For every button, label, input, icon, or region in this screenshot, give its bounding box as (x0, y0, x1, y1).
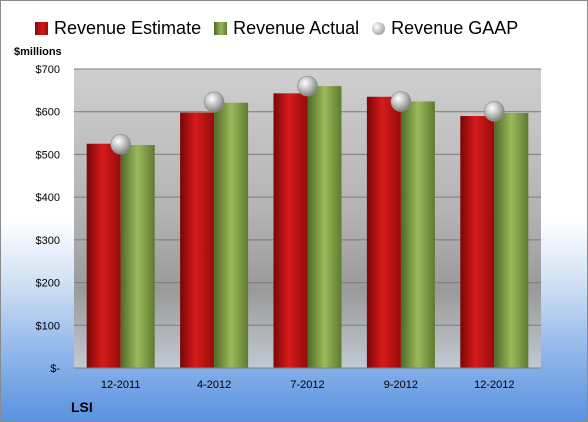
legend-label-revenue-gaap: Revenue GAAP (391, 17, 519, 38)
x-tick-label: 7-2012 (290, 379, 324, 391)
bar-revenue-actual (214, 102, 249, 368)
y-tick-label: $400 (36, 192, 60, 204)
bar-revenue-estimate (86, 143, 121, 368)
x-tick-label: 12-2011 (101, 379, 141, 391)
legend-label-revenue-actual: Revenue Actual (233, 17, 360, 38)
x-tick-label: 4-2012 (197, 379, 231, 391)
y-tick-label: $700 (36, 64, 60, 76)
bar-revenue-actual (307, 86, 342, 368)
y-tick-label: $- (50, 363, 60, 375)
bar-revenue-actual (120, 145, 155, 368)
y-tick-label: $500 (36, 149, 60, 161)
bar-revenue-estimate (366, 96, 401, 368)
legend-swatch-revenue-gaap (372, 21, 386, 35)
legend-item-revenue-estimate: Revenue Estimate (35, 18, 201, 39)
bar-revenue-actual (400, 101, 435, 368)
y-axis-unit-label: $millions (14, 46, 62, 58)
x-tick-label: 12-2012 (474, 379, 514, 391)
y-tick-label: $600 (36, 107, 60, 119)
bar-revenue-estimate (180, 112, 215, 368)
legend-item-revenue-actual: Revenue Actual (214, 18, 359, 39)
legend-label-revenue-estimate: Revenue Estimate (54, 17, 202, 38)
y-tick-label: $300 (36, 235, 60, 247)
x-tick-label: 9-2012 (384, 379, 418, 391)
company-label: LSI (71, 399, 93, 415)
marker-revenue-gaap (390, 91, 412, 112)
legend-item-revenue-gaap: Revenue GAAP (372, 18, 518, 39)
marker-revenue-gaap (203, 91, 225, 113)
marker-revenue-gaap (483, 100, 505, 122)
legend: Revenue Estimate Revenue Actual Revenue … (35, 15, 531, 41)
bar-revenue-estimate (460, 115, 495, 368)
marker-revenue-gaap (110, 133, 131, 155)
legend-swatch-revenue-estimate (35, 21, 48, 35)
legend-swatch-revenue-actual (214, 21, 228, 35)
bar-revenue-actual (494, 112, 529, 368)
y-tick-label: $200 (36, 278, 60, 290)
marker-revenue-gaap (297, 75, 318, 97)
y-tick-label: $100 (36, 320, 60, 332)
bar-revenue-estimate (273, 93, 308, 369)
